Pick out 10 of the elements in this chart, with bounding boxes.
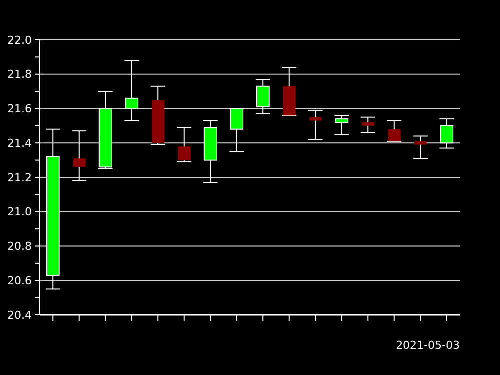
y-tick-label: 21.8 [8, 68, 32, 82]
y-tick-label: 20.4 [8, 308, 32, 322]
y-tick-label: 22.0 [8, 34, 32, 47]
y-tick-label: 20.8 [8, 240, 32, 254]
y-tick-label: 21.4 [8, 136, 32, 150]
y-tick-label: 20.6 [8, 274, 32, 288]
y-tick-label: 21.2 [8, 171, 32, 184]
text: 2021-05-03 [396, 338, 460, 352]
y-tick-label: 21.6 [8, 102, 32, 116]
y-tick-label: 21.0 [8, 206, 32, 219]
